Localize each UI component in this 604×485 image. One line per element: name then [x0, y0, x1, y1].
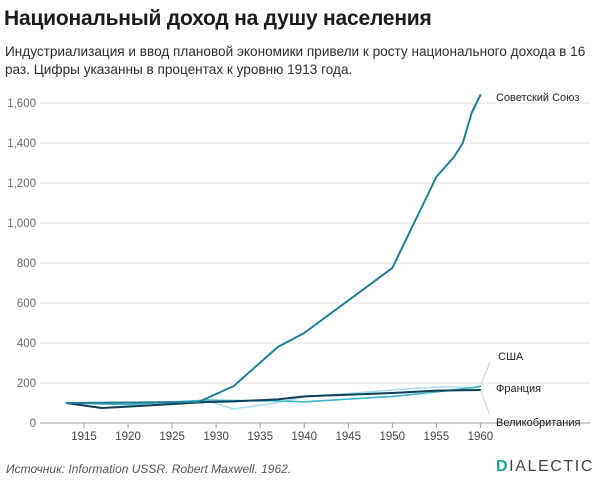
brand-logo-mark: D — [496, 458, 510, 475]
y-tick-label-800: 800 — [17, 258, 36, 270]
series-line-1 — [65, 385, 482, 410]
brand-logo: DIALECTIC — [496, 458, 594, 476]
y-tick-label-1000: 1,000 — [7, 218, 36, 230]
x-tick-label-1960: 1960 — [468, 431, 494, 443]
chart-title: Национальный доход на душу населения — [4, 7, 432, 30]
x-tick-label-1915: 1915 — [71, 431, 97, 443]
series-label-1: США — [498, 351, 524, 363]
series-line-0 — [65, 94, 482, 404]
y-tick-label-400: 400 — [17, 338, 36, 350]
series-line-3 — [65, 389, 482, 409]
brand-logo-text: IALECTIC — [509, 458, 594, 475]
chart-subtitle: Индустриализация и ввод плановой экономи… — [5, 44, 586, 77]
x-tick-label-1935: 1935 — [247, 431, 273, 443]
x-tick-label-1940: 1940 — [291, 431, 317, 443]
x-tick-label-1955: 1955 — [424, 431, 450, 443]
label-leader-0 — [480, 361, 491, 387]
y-tick-label-1600: 1,600 — [7, 98, 36, 110]
series-label-3: Великобритания — [496, 417, 581, 429]
y-tick-label-1200: 1,200 — [7, 178, 36, 190]
y-tick-label-0: 0 — [30, 418, 36, 430]
x-tick-label-1925: 1925 — [159, 431, 185, 443]
x-tick-label-1945: 1945 — [335, 431, 361, 443]
y-tick-label-200: 200 — [17, 378, 36, 390]
x-tick-label-1920: 1920 — [115, 431, 141, 443]
x-tick-label-1950: 1950 — [380, 431, 406, 443]
series-label-2: Франция — [496, 383, 541, 395]
label-leader-1 — [480, 389, 491, 416]
series-label-0: Советский Союз — [496, 92, 579, 104]
source-note: Источник: Information USSR. Robert Maxwe… — [6, 462, 292, 476]
y-tick-label-600: 600 — [17, 298, 36, 310]
y-tick-label-1400: 1,400 — [7, 138, 36, 150]
x-tick-label-1930: 1930 — [203, 431, 229, 443]
